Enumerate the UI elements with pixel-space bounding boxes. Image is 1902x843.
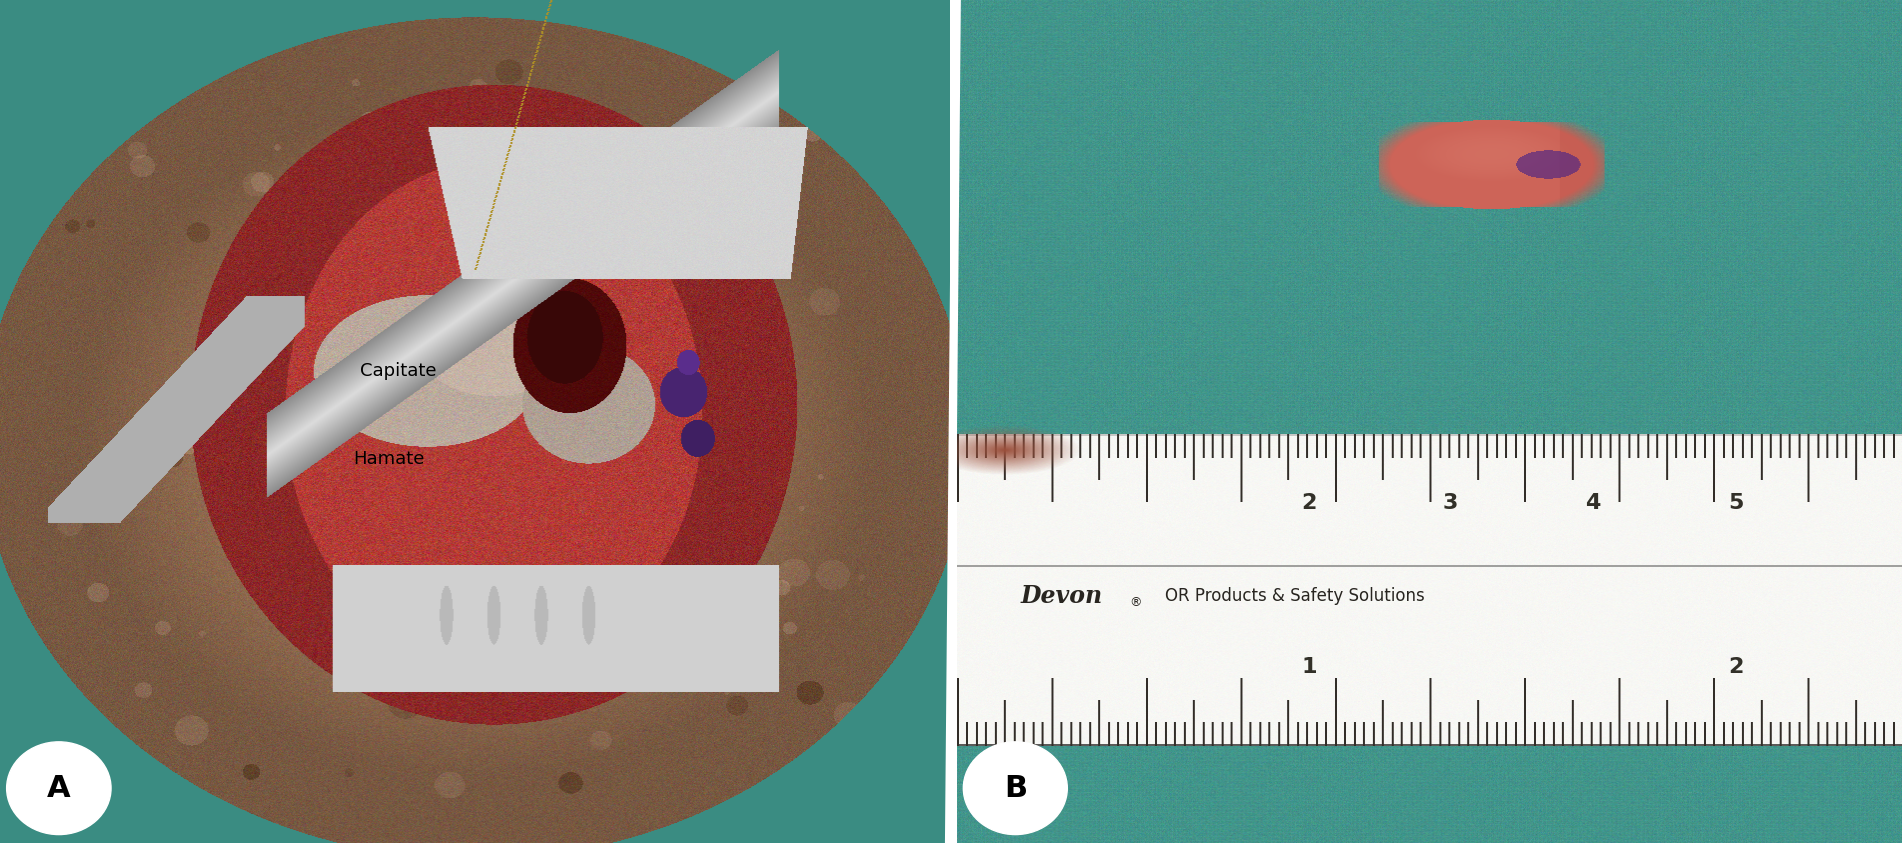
Text: OR Products & Safety Solutions: OR Products & Safety Solutions <box>1164 588 1425 605</box>
Text: Hamate: Hamate <box>354 450 424 469</box>
Text: Capitate: Capitate <box>359 362 437 380</box>
Text: A: A <box>48 774 70 803</box>
Text: Devon: Devon <box>1021 584 1103 609</box>
Text: 2: 2 <box>1727 658 1744 677</box>
Text: 1: 1 <box>1301 658 1316 677</box>
Circle shape <box>962 742 1067 835</box>
Text: 2: 2 <box>1301 493 1316 513</box>
Text: 4: 4 <box>1584 493 1601 513</box>
Text: 5: 5 <box>1727 493 1744 513</box>
Text: ®: ® <box>1130 596 1143 609</box>
Circle shape <box>6 742 110 835</box>
Text: B: B <box>1004 774 1027 803</box>
Text: 3: 3 <box>1442 493 1457 513</box>
